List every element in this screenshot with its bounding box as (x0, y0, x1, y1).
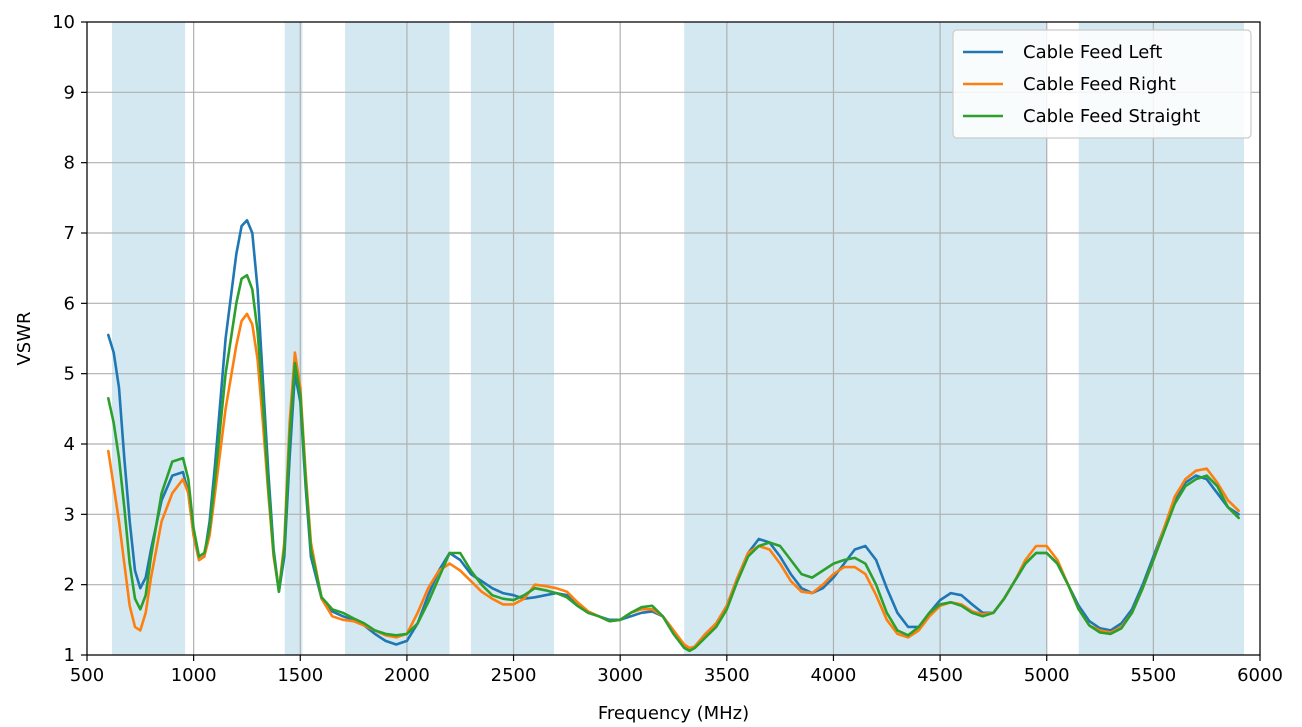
x-tick-label: 1500 (277, 665, 323, 686)
y-axis-label: VSWR (14, 311, 35, 365)
series-line (107, 312, 1240, 650)
legend-entry: Cable Feed Right (1023, 74, 1176, 95)
x-axis-ticks: 500 1000 1500 2000 2500 3000 3500 4000 4500 5000 5… (70, 655, 1283, 686)
x-tick-label: 2000 (384, 665, 430, 686)
frequency-band (345, 22, 450, 655)
x-tick-label: 500 (70, 665, 104, 686)
y-tick-label: 7 (64, 223, 75, 244)
x-tick-label: 1000 (171, 665, 217, 686)
legend: Cable Feed Left Cable Feed Right Cable Fee… (952, 29, 1252, 139)
x-tick-label: 4000 (811, 665, 857, 686)
legend-entry: Cable Feed Left (1023, 42, 1162, 63)
x-tick-label: 3500 (704, 665, 750, 686)
y-axis-ticks: 1 2 3 4 5 6 7 8 9 10 (52, 12, 87, 666)
y-tick-label: 8 (64, 153, 75, 174)
y-tick-label: 10 (52, 12, 75, 33)
x-tick-label: 5500 (1130, 665, 1176, 686)
y-tick-label: 4 (64, 434, 75, 455)
frequency-band (470, 22, 555, 655)
y-tick-label: 9 (64, 82, 75, 103)
x-tick-label: 3000 (597, 665, 643, 686)
frequency-band (284, 22, 303, 655)
x-tick-label: 2500 (491, 665, 537, 686)
y-tick-label: 1 (64, 645, 75, 666)
y-tick-label: 2 (64, 575, 75, 596)
x-tick-label: 5000 (1024, 665, 1070, 686)
series-line (107, 273, 1240, 653)
y-tick-label: 6 (64, 293, 75, 314)
y-tick-label: 3 (64, 504, 75, 525)
legend-entry: Cable Feed Straight (1023, 106, 1200, 127)
frequency-band (111, 22, 186, 655)
x-tick-label: 6000 (1237, 665, 1283, 686)
plot-frame (86, 21, 1261, 656)
y-tick-label: 5 (64, 364, 75, 385)
x-axis-label: Frequency (MHz) (598, 703, 749, 724)
x-tick-label: 4500 (917, 665, 963, 686)
legend-box (952, 29, 1252, 139)
series-lines (107, 219, 1240, 653)
